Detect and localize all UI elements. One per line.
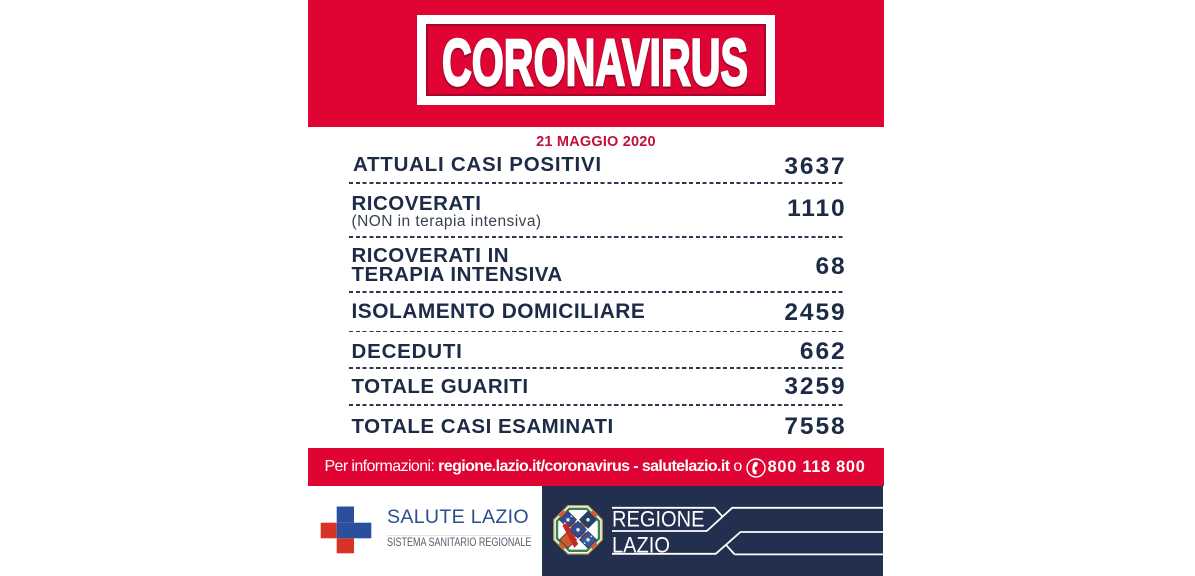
svg-text:REGIONE: REGIONE (612, 508, 704, 532)
svg-text:LAZIO: LAZIO (612, 534, 670, 558)
